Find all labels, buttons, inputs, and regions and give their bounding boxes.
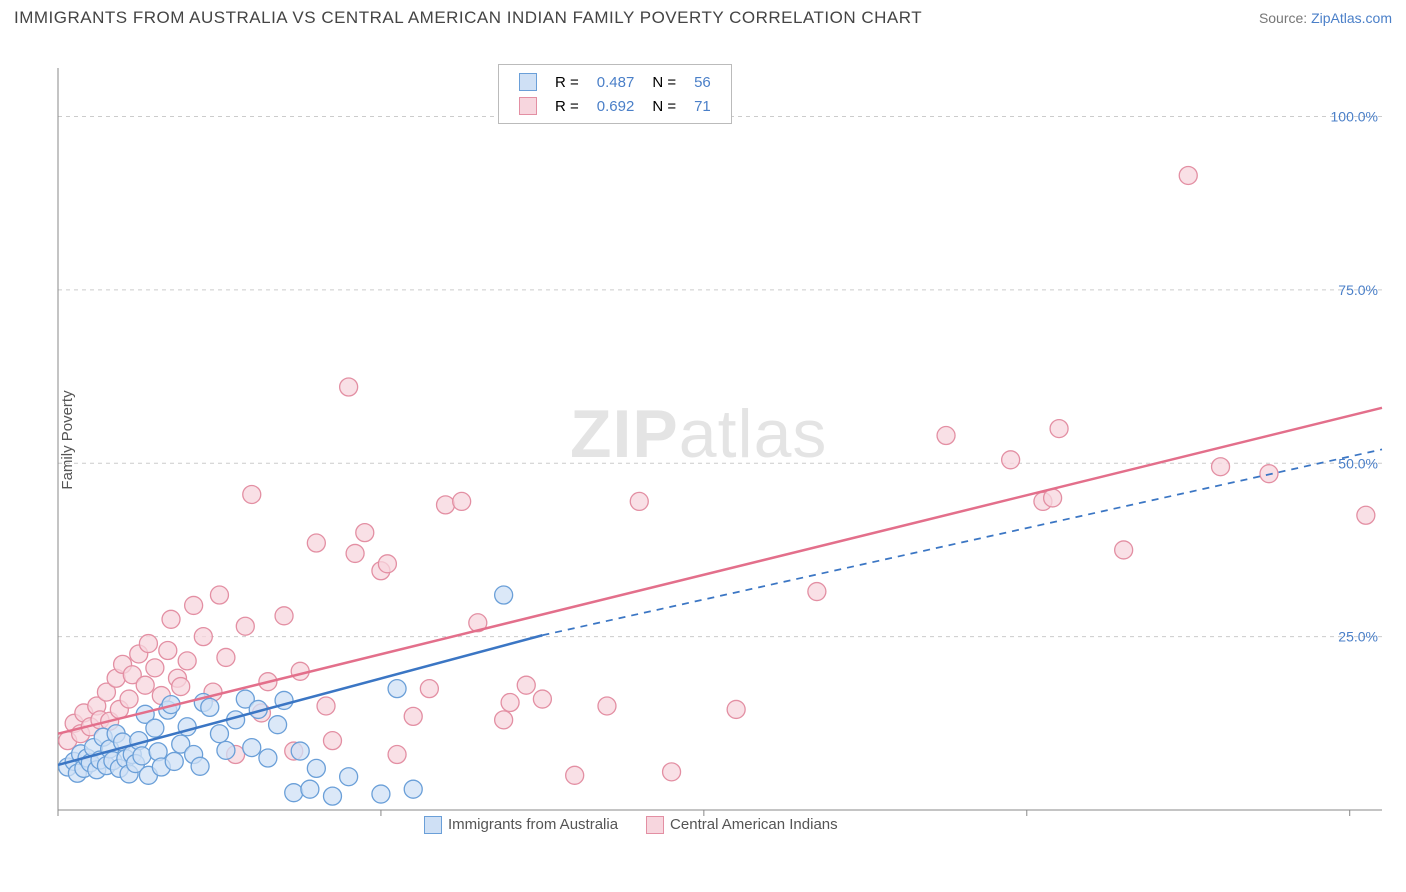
svg-text:0.0%: 0.0%: [58, 829, 90, 830]
correlation-legend-table: R =0.487N =56R =0.692N =71: [509, 69, 721, 119]
svg-text:75.0%: 75.0%: [1338, 282, 1378, 298]
legend-item: Central American Indians: [646, 816, 838, 834]
chart-title: IMMIGRANTS FROM AUSTRALIA VS CENTRAL AME…: [14, 8, 922, 28]
source-prefix: Source:: [1259, 10, 1311, 26]
plot-container: Family Poverty ZIPatlas 25.0%50.0%75.0%1…: [50, 50, 1390, 830]
correlation-legend: R =0.487N =56R =0.692N =71: [498, 64, 732, 124]
chart-header: IMMIGRANTS FROM AUSTRALIA VS CENTRAL AME…: [14, 8, 1392, 28]
legend-item: Immigrants from Australia: [424, 816, 618, 834]
svg-text:25.0%: 25.0%: [1338, 629, 1378, 645]
source-link[interactable]: ZipAtlas.com: [1311, 10, 1392, 26]
svg-text:40.0%: 40.0%: [1338, 829, 1378, 830]
source-attribution: Source: ZipAtlas.com: [1259, 10, 1392, 26]
scatter-chart: 25.0%50.0%75.0%100.0%0.0%40.0%: [50, 50, 1390, 830]
svg-text:100.0%: 100.0%: [1331, 109, 1378, 125]
series-legend: Immigrants from Australia Central America…: [410, 816, 852, 834]
